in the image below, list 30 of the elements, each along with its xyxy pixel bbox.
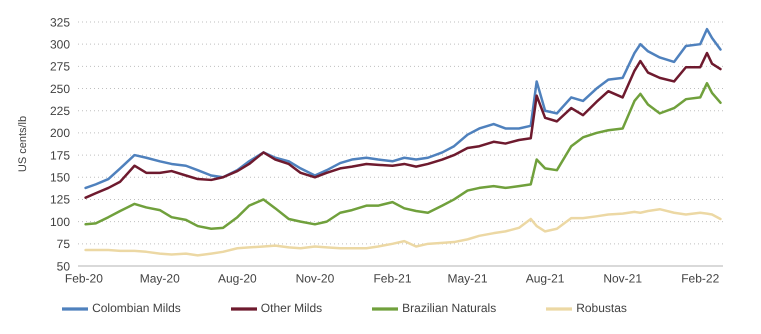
line-series (84, 52, 722, 199)
y-tick-label: 225 (50, 104, 70, 118)
y-tick-label: 50 (56, 259, 70, 274)
line-series (84, 82, 722, 230)
line-series (84, 208, 722, 257)
y-tick-label: 250 (50, 82, 70, 96)
y-tick-label: 200 (50, 126, 70, 140)
y-tick-label: 300 (50, 37, 70, 52)
x-tick-label: May-21 (448, 272, 488, 286)
y-axis-title: US cents/lb (16, 116, 29, 172)
x-tick-label: Feb-21 (373, 272, 412, 286)
legend-label: Other Milds (260, 301, 322, 316)
y-tick-label: 175 (50, 148, 70, 162)
line-series (84, 28, 722, 190)
x-tick-label: May-20 (140, 272, 180, 286)
legend-label: Brazilian Naturals (402, 301, 496, 316)
x-tick-label: Nov-20 (296, 272, 335, 286)
y-tick-label: 75 (56, 237, 70, 252)
x-tick-label: Feb-20 (64, 272, 104, 286)
legend-label: Robustas (576, 301, 627, 316)
x-tick-label: Nov-21 (603, 272, 642, 286)
x-tick-label: Aug-21 (526, 272, 565, 286)
y-tick-label: 325 (50, 15, 70, 30)
x-tick-label: Feb-22 (681, 272, 720, 286)
y-tick-label: 100 (50, 214, 70, 229)
y-tick-label: 125 (50, 192, 70, 207)
legend-label: Colombian Milds (92, 301, 181, 316)
y-tick-label: 150 (50, 170, 70, 185)
y-tick-label: 275 (50, 60, 70, 74)
x-tick-label: Aug-20 (218, 272, 258, 286)
